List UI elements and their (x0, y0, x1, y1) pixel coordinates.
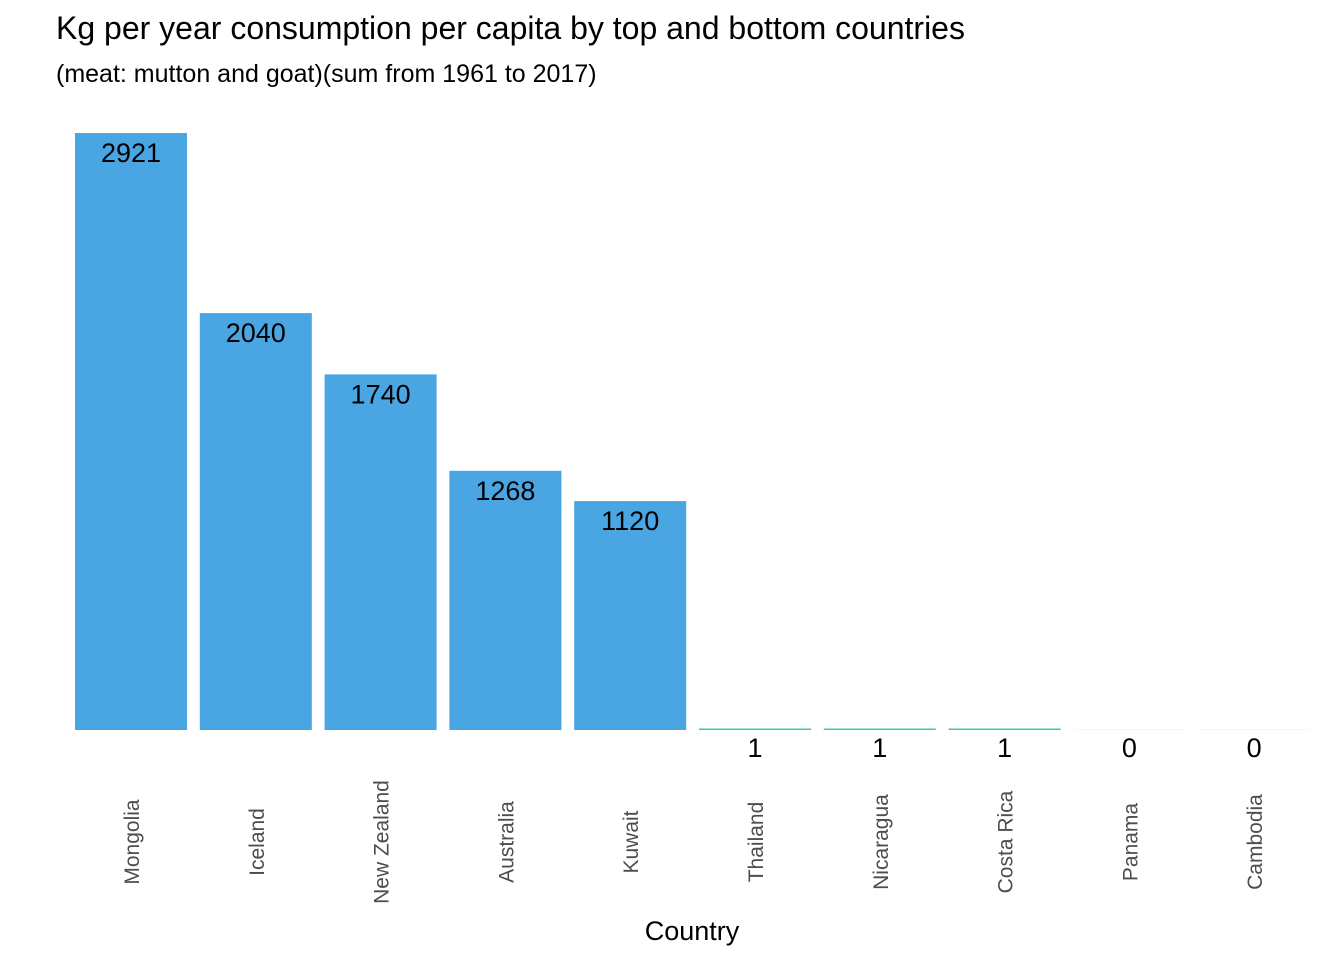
bar-value-label: 1120 (601, 506, 659, 536)
bar-mongolia (75, 133, 187, 730)
bar-iceland (199, 313, 312, 730)
x-axis-title: Country (645, 916, 740, 946)
chart-subtitle: (meat: mutton and goat)(sum from 1961 to… (56, 60, 597, 88)
bar-thailand (699, 728, 811, 730)
x-tick-label: Iceland (246, 808, 269, 876)
chart-title: Kg per year consumption per capita by to… (56, 10, 965, 46)
bars-group (75, 133, 1311, 730)
bar-value-label: 2040 (226, 318, 286, 348)
bar-value-label: 0 (1122, 733, 1137, 763)
bar-new-zealand (324, 374, 437, 730)
bar-value-label: 1 (747, 733, 762, 763)
x-tick-label: Australia (495, 801, 518, 883)
x-tick-label: Kuwait (620, 810, 643, 873)
bar-costa-rica (948, 728, 1061, 730)
bar-value-label: 1268 (475, 476, 535, 506)
bar-nicaragua (823, 728, 936, 730)
bar-australia (449, 470, 562, 730)
bar-value-label: 2921 (101, 138, 161, 168)
bar-value-label: 1740 (351, 380, 411, 410)
x-tick-label: Costa Rica (995, 790, 1018, 893)
x-tick-label: New Zealand (371, 780, 394, 904)
x-tick-label: Nicaragua (870, 794, 893, 890)
x-tick-label: Cambodia (1244, 794, 1267, 890)
bar-value-label: 0 (1247, 733, 1262, 763)
x-tick-label: Mongolia (121, 799, 144, 885)
bar-value-label: 1 (997, 733, 1012, 763)
x-tick-label: Panama (1119, 803, 1142, 882)
bar-labels-group: 2921 2040 1740 1268 1120 1 1 1 0 0 (101, 138, 1262, 763)
x-tick-labels-group: Mongolia Iceland New Zealand Australia Kuwai… (121, 780, 1267, 904)
bar-cambodia (1198, 729, 1311, 730)
bar-panama (1073, 729, 1186, 730)
bar-kuwait (574, 501, 687, 730)
bar-value-label: 1 (872, 733, 887, 763)
x-tick-label: Thailand (745, 802, 768, 883)
